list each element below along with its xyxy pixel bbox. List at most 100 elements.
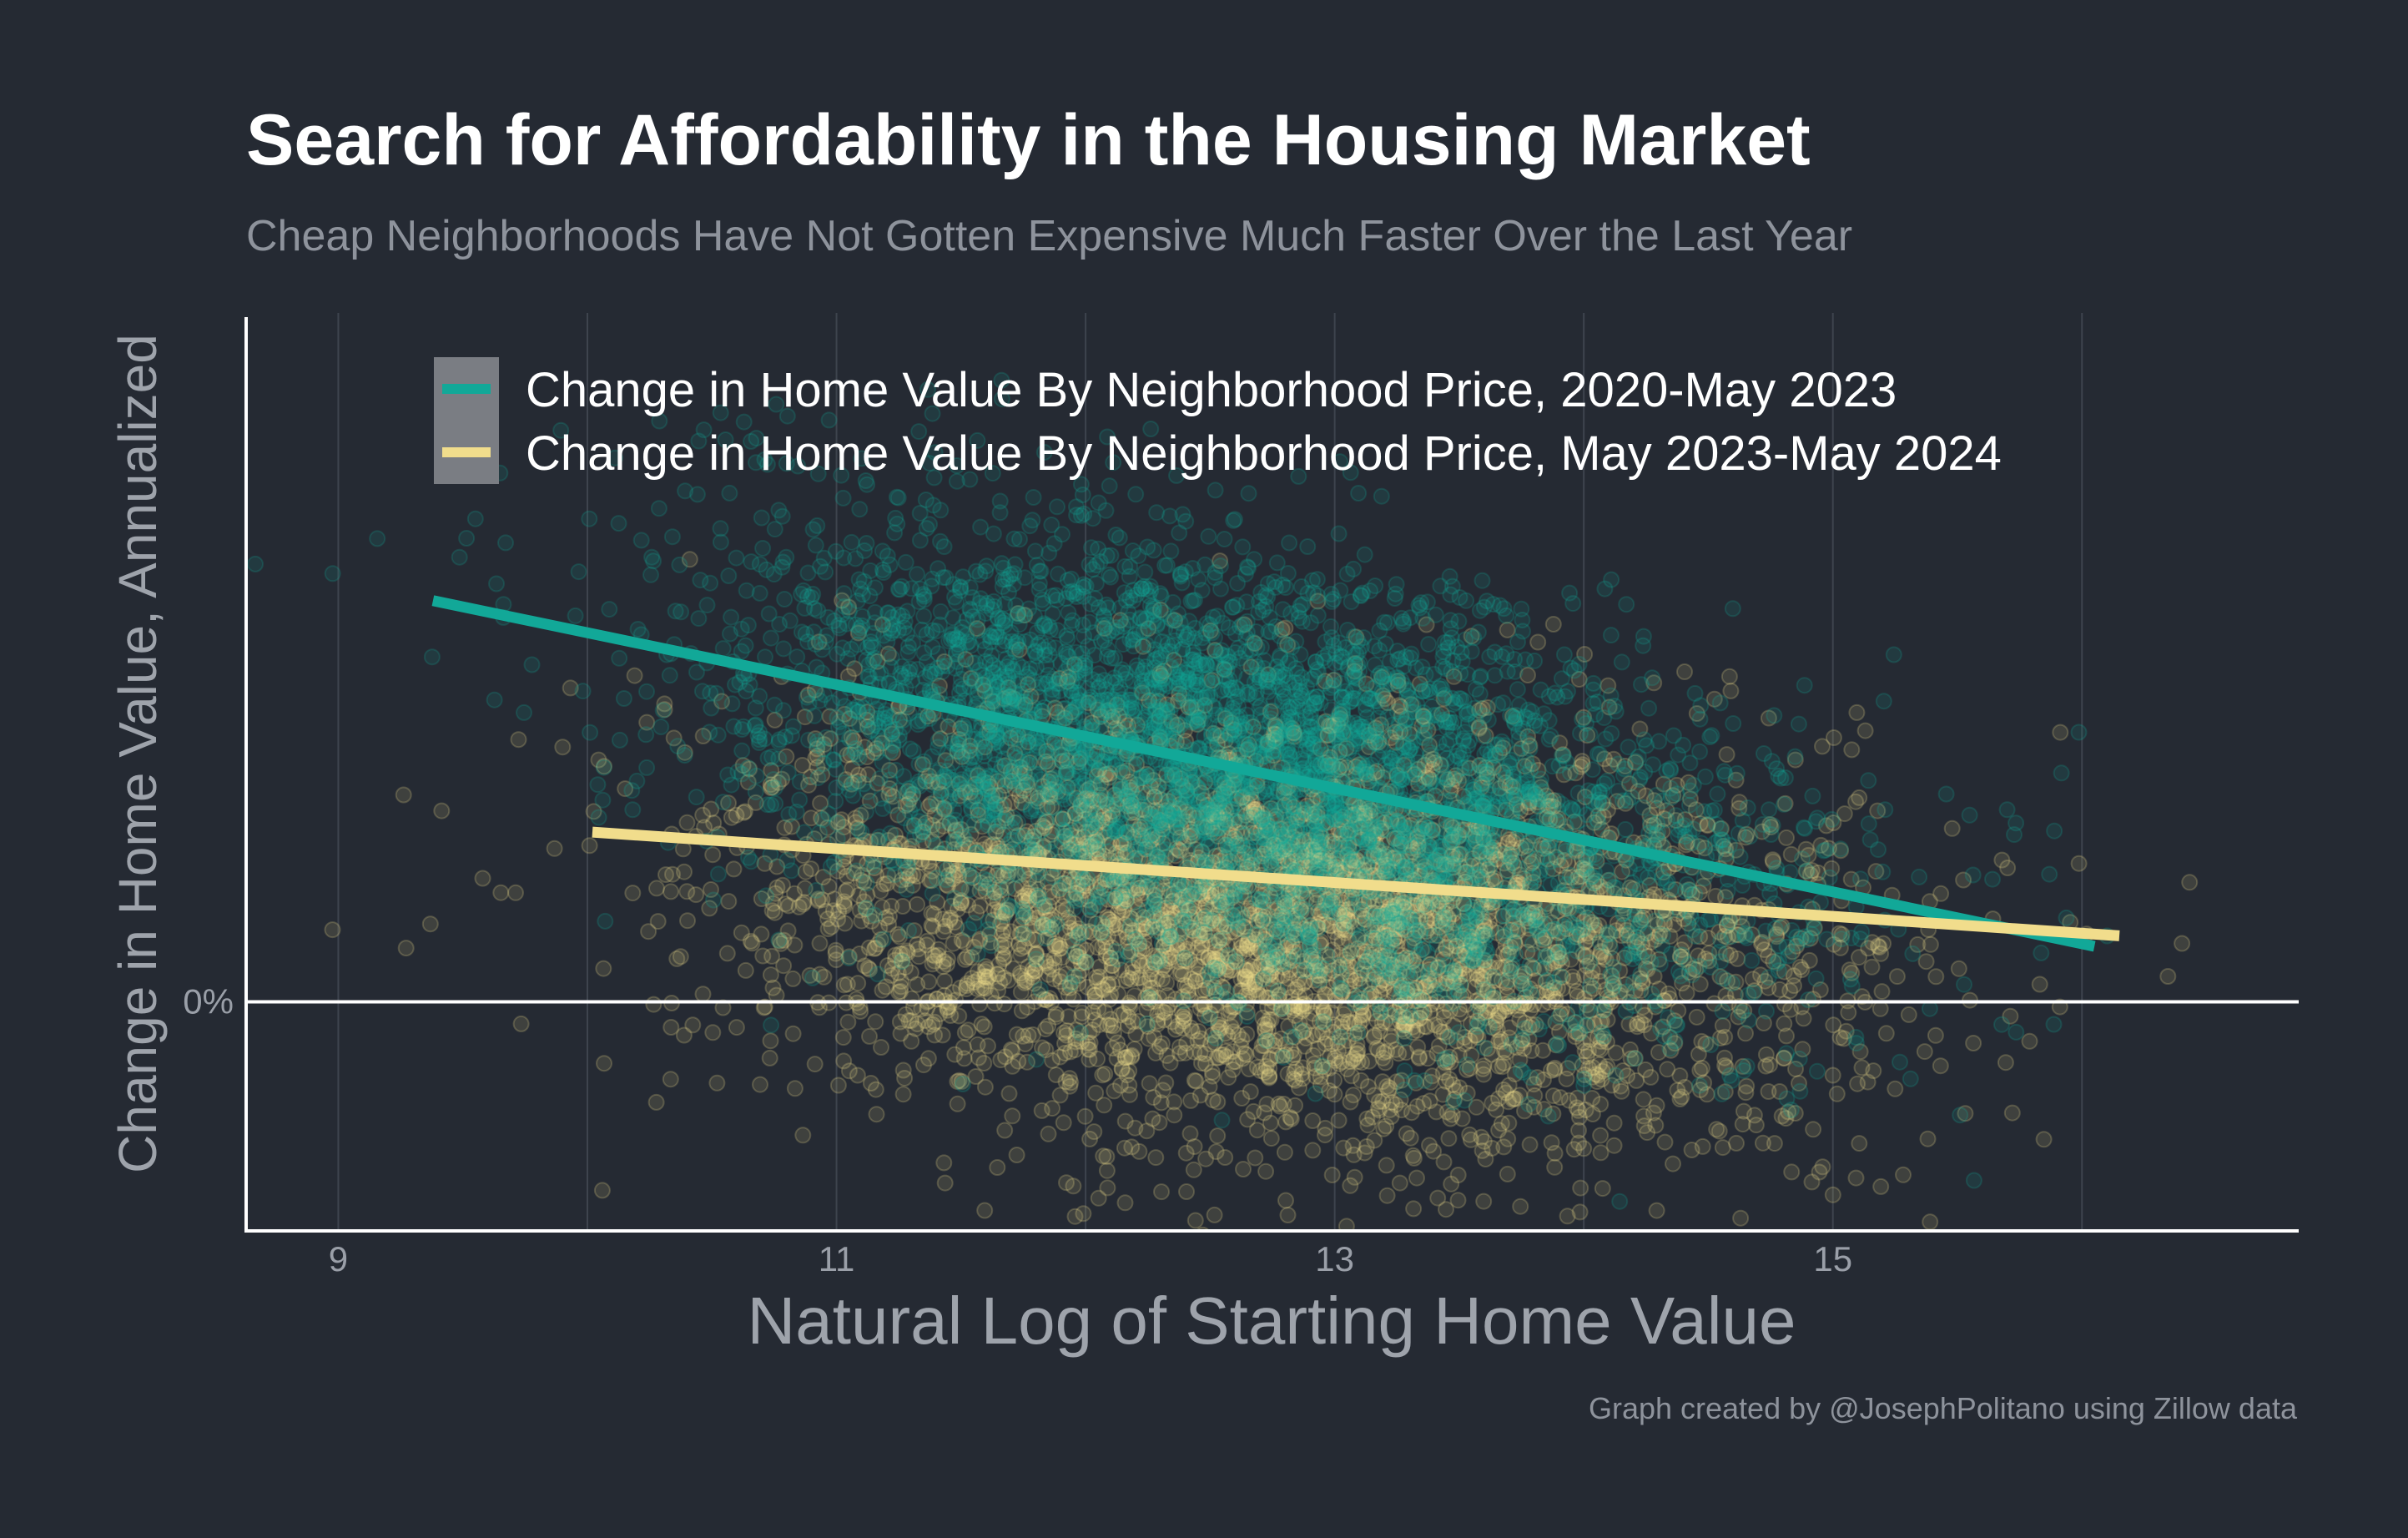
scatter-point: [1506, 857, 1523, 875]
scatter-point: [1851, 949, 1867, 966]
scatter-point: [1304, 1142, 1322, 1159]
chart-subtitle: Cheap Neighborhoods Have Not Gotten Expe…: [246, 212, 1852, 260]
chart-title: Search for Affordability in the Housing …: [246, 100, 1811, 180]
scatter-point: [1484, 1094, 1501, 1112]
scatter-point: [950, 864, 967, 881]
scatter-point: [2174, 935, 2191, 952]
scatter-point: [1117, 972, 1135, 990]
scatter-point: [1171, 953, 1187, 971]
scatter-point: [1877, 1025, 1895, 1042]
scatter-point: [1099, 1016, 1116, 1034]
scatter-point: [1330, 1112, 1348, 1129]
scatter-point: [1116, 1194, 1134, 1212]
scatter-point: [1020, 1026, 1037, 1044]
scatter-point: [1449, 1167, 1467, 1183]
scatter-point: [1353, 900, 1370, 918]
scatter-point: [1732, 1209, 1750, 1227]
scatter-point: [1378, 1157, 1395, 1174]
scatter-point: [1605, 1114, 1623, 1132]
scatter-point: [668, 950, 686, 967]
scatter-point: [1330, 525, 1348, 542]
scatter-point: [1693, 1059, 1710, 1077]
scatter-point: [1297, 890, 1315, 908]
scatter-point: [554, 739, 572, 756]
scatter-point: [1005, 960, 1022, 977]
scatter-point: [763, 947, 781, 965]
scatter-point: [1570, 1134, 1588, 1152]
scatter-point: [1666, 1035, 1684, 1052]
scatter-point: [1045, 950, 1063, 967]
scatter-point: [846, 660, 864, 678]
scatter-point: [1911, 868, 1928, 885]
scatter-point: [1044, 1100, 1061, 1117]
scatter-point: [924, 1016, 941, 1033]
scatter-point: [794, 895, 812, 913]
scatter-point: [1579, 1042, 1597, 1060]
scatter-point: [1292, 915, 1309, 933]
scatter-point: [1847, 1169, 1865, 1187]
scatter-point: [1206, 1034, 1223, 1051]
scatter-point: [1062, 1074, 1080, 1092]
scatter-point: [1472, 843, 1489, 860]
scatter-point: [1277, 619, 1294, 637]
scatter-point: [980, 968, 997, 986]
scatter-point: [1415, 1095, 1433, 1112]
scatter-point: [1521, 1136, 1539, 1153]
scatter-point: [1848, 703, 1866, 721]
scatter-point: [2021, 1032, 2038, 1050]
scatter-point: [1252, 899, 1269, 916]
scatter-point: [1091, 968, 1108, 986]
scatter-point: [1166, 1093, 1183, 1111]
scatter-point: [1714, 1017, 1731, 1034]
scatter-point: [1383, 1094, 1401, 1112]
scatter-point: [996, 1122, 1014, 1139]
scatter-point: [1572, 1179, 1589, 1197]
scatter-point: [648, 880, 665, 897]
scatter-point: [1888, 968, 1906, 986]
scatter-point: [1294, 1023, 1312, 1041]
scatter-point: [610, 515, 627, 532]
scatter-point: [1086, 1011, 1104, 1029]
scatter-point: [1064, 973, 1081, 991]
scatter-point: [1568, 928, 1584, 945]
scatter-point: [1391, 1174, 1408, 1192]
scatter-point: [973, 1016, 990, 1033]
scatter-point: [1814, 1158, 1831, 1176]
scatter-point: [1271, 847, 1287, 865]
scatter-point: [1398, 1044, 1415, 1061]
scatter-point: [1040, 773, 1057, 790]
scatter-point: [1375, 1044, 1393, 1061]
scatter-point: [1004, 1107, 1021, 1125]
scatter-point: [1242, 895, 1260, 913]
scatter-point: [1307, 1085, 1324, 1102]
scatter-point: [1358, 1138, 1375, 1155]
scatter-point: [995, 949, 1013, 966]
scatter-point: [1154, 1082, 1171, 1099]
scatter-point: [1964, 866, 1982, 884]
scatter-point: [507, 884, 524, 901]
scatter-point: [640, 923, 657, 940]
scatter-point: [1071, 840, 1089, 858]
scatter-point: [1997, 1054, 2014, 1072]
scatter-point: [1174, 890, 1191, 906]
scatter-point: [1359, 1117, 1377, 1134]
scatter-point: [1783, 1163, 1801, 1181]
scatter-point: [1248, 1122, 1266, 1139]
scatter-point: [1793, 961, 1811, 978]
scatter-point: [1686, 684, 1704, 702]
scatter-point: [1544, 616, 1562, 633]
scatter-point: [1196, 924, 1213, 941]
scatter-point: [2181, 874, 2199, 891]
scatter-point: [662, 1071, 679, 1088]
scatter-point: [1494, 1058, 1511, 1076]
scatter-point: [1613, 1082, 1630, 1100]
scatter-point: [1795, 1010, 1812, 1027]
scatter-point: [959, 975, 976, 992]
scatter-point: [1547, 991, 1564, 1008]
scatter-point: [1409, 1038, 1427, 1056]
scatter-point: [1643, 1025, 1660, 1042]
scatter-point: [1293, 996, 1311, 1013]
scatter-point: [1364, 971, 1382, 988]
scatter-point: [1185, 1161, 1202, 1178]
